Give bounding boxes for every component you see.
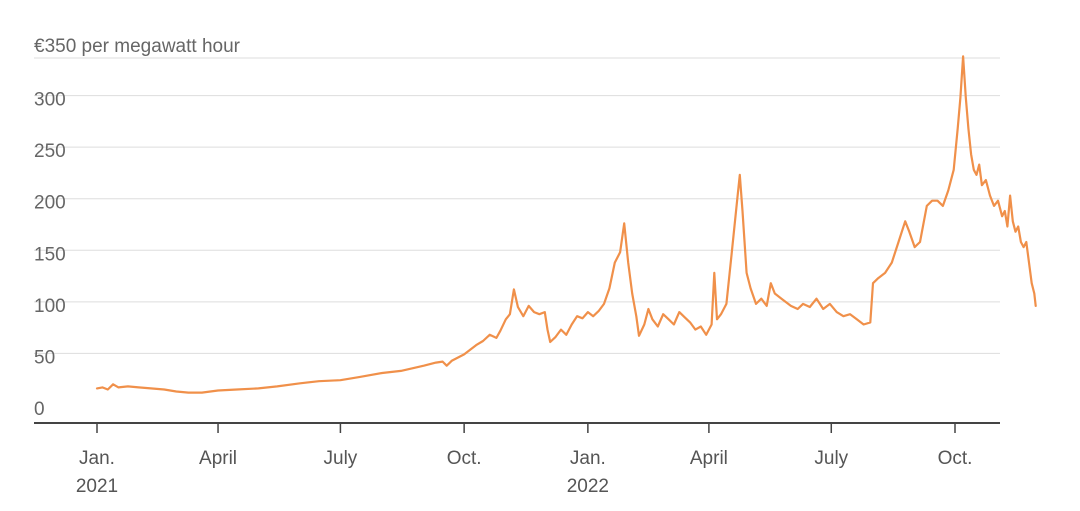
x-tick-label: Oct. bbox=[447, 448, 482, 469]
x-tick-label: Oct. bbox=[938, 448, 973, 469]
x-tick-year: 2021 bbox=[76, 476, 118, 497]
x-tick-label: Jan. bbox=[79, 448, 115, 469]
x-tick-label: April bbox=[690, 448, 728, 469]
y-tick-label: 100 bbox=[34, 296, 66, 317]
y-tick-label: 150 bbox=[34, 244, 66, 265]
y-tick-label: 0 bbox=[34, 399, 45, 420]
grid-lines bbox=[34, 57, 1000, 354]
y-tick-label: 50 bbox=[34, 347, 55, 368]
x-axis-ticks: Jan. 2021 April July Oct. Jan. 2022 April July Oc… bbox=[76, 423, 973, 497]
y-unit-label: €350 per megawatt hour bbox=[34, 36, 241, 57]
x-tick-label: July bbox=[324, 448, 358, 469]
x-tick-year: 2022 bbox=[567, 476, 609, 497]
x-tick-label: April bbox=[199, 448, 237, 469]
y-tick-label: 200 bbox=[34, 193, 66, 214]
series-layer bbox=[95, 55, 1037, 394]
y-tick-label: 250 bbox=[34, 141, 66, 162]
y-axis-ticks: 0 50 100 150 200 250 300 bbox=[34, 90, 66, 420]
y-tick-label: 300 bbox=[34, 90, 66, 111]
x-tick-label: Jan. bbox=[570, 448, 606, 469]
series-line bbox=[95, 55, 1037, 394]
x-tick-label: July bbox=[814, 448, 848, 469]
